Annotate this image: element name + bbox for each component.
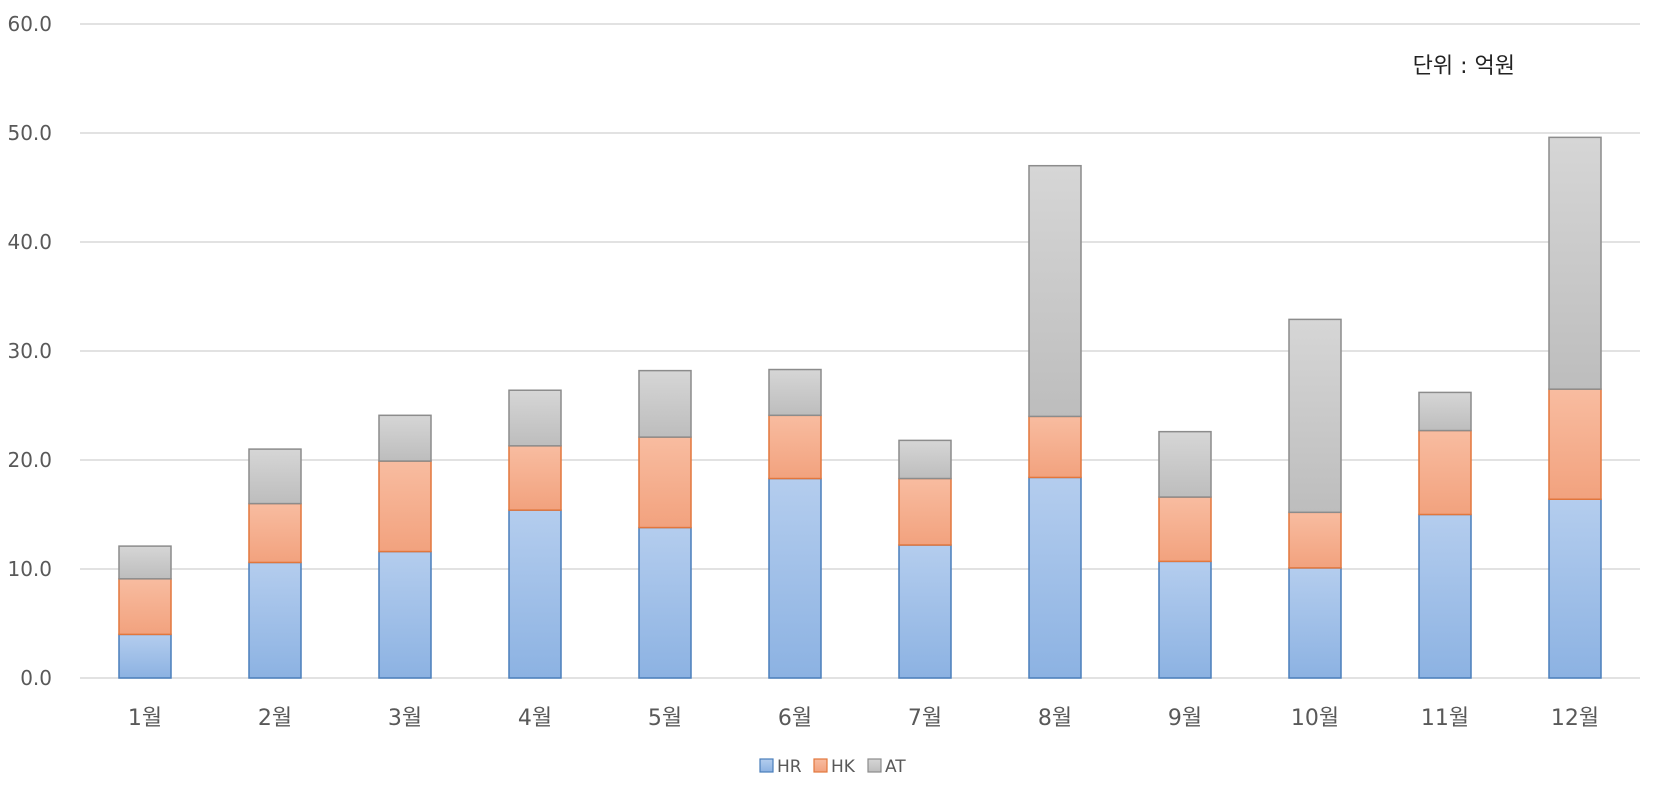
bar-hr-5 <box>638 526 692 679</box>
legend-label-hr: HR <box>777 757 802 777</box>
bar-at-4 <box>508 389 562 447</box>
bar-at-3 <box>378 414 432 462</box>
y-tick-label: 0.0 <box>20 666 52 690</box>
bar-hr-12 <box>1548 498 1602 679</box>
bar-hr-10 <box>1288 567 1342 679</box>
bar-hr-8 <box>1028 476 1082 679</box>
legend-label-hk: HK <box>831 757 856 777</box>
bar-at-2 <box>248 448 302 505</box>
bars <box>118 136 1602 679</box>
bar-hk-3 <box>378 460 432 553</box>
x-category-label: 1월 <box>128 706 162 731</box>
legend-label-at: AT <box>885 757 906 777</box>
y-tick-label: 20.0 <box>7 448 52 472</box>
bar-hk-8 <box>1028 415 1082 479</box>
bar-at-1 <box>118 545 172 580</box>
x-category-label: 4월 <box>518 706 552 731</box>
y-tick-label: 30.0 <box>7 339 52 363</box>
bar-hk-1 <box>118 578 172 636</box>
bar-hr-11 <box>1418 513 1472 679</box>
x-category-label: 10월 <box>1291 706 1339 731</box>
bar-hk-6 <box>768 414 822 480</box>
bar-hk-9 <box>1158 496 1212 563</box>
bar-at-11 <box>1418 391 1472 432</box>
x-category-label: 8월 <box>1038 706 1072 731</box>
x-category-label: 3월 <box>388 706 422 731</box>
bar-at-10 <box>1288 318 1342 514</box>
legend-swatch-hr <box>759 758 774 773</box>
bar-at-6 <box>768 368 822 417</box>
x-category-label: 11월 <box>1421 706 1469 731</box>
bar-hr-1 <box>118 633 172 679</box>
bar-hr-6 <box>768 477 822 679</box>
bar-hk-7 <box>898 477 952 546</box>
bar-hk-5 <box>638 436 692 529</box>
bar-at-5 <box>638 369 692 438</box>
x-axis-categories: 1월 2월 3월 4월 5월 6월 7월 8월 9월 10월 11월 12월 <box>128 706 1599 731</box>
x-category-label: 12월 <box>1551 706 1599 731</box>
y-axis-ticks: 0.0 10.0 20.0 30.0 40.0 50.0 60.0 <box>7 12 52 690</box>
bar-hk-12 <box>1548 388 1602 500</box>
x-category-label: 2월 <box>258 706 292 731</box>
bar-at-8 <box>1028 164 1082 418</box>
bar-hr-2 <box>248 561 302 679</box>
y-tick-label: 50.0 <box>7 121 52 145</box>
bar-hk-10 <box>1288 511 1342 569</box>
x-category-label: 6월 <box>778 706 812 731</box>
bar-hr-7 <box>898 544 952 679</box>
x-category-label: 5월 <box>648 706 682 731</box>
legend-swatch-at <box>867 758 882 773</box>
bar-hr-3 <box>378 550 432 679</box>
bar-hr-9 <box>1158 560 1212 679</box>
y-tick-label: 10.0 <box>7 557 52 581</box>
bar-hr-4 <box>508 509 562 679</box>
unit-label: 단위 : 억원 <box>1412 54 1515 79</box>
bar-at-9 <box>1158 430 1212 498</box>
y-tick-label: 60.0 <box>7 12 52 36</box>
bar-hk-4 <box>508 445 562 511</box>
bar-hk-2 <box>248 502 302 564</box>
legend-swatch-hk <box>813 758 828 773</box>
x-category-label: 9월 <box>1168 706 1202 731</box>
bar-hk-11 <box>1418 429 1472 516</box>
bar-at-7 <box>898 439 952 480</box>
x-category-label: 7월 <box>908 706 942 731</box>
bar-at-12 <box>1548 136 1602 390</box>
y-tick-label: 40.0 <box>7 230 52 254</box>
legend: HR HK AT <box>759 757 906 777</box>
gridlines <box>80 23 1640 679</box>
